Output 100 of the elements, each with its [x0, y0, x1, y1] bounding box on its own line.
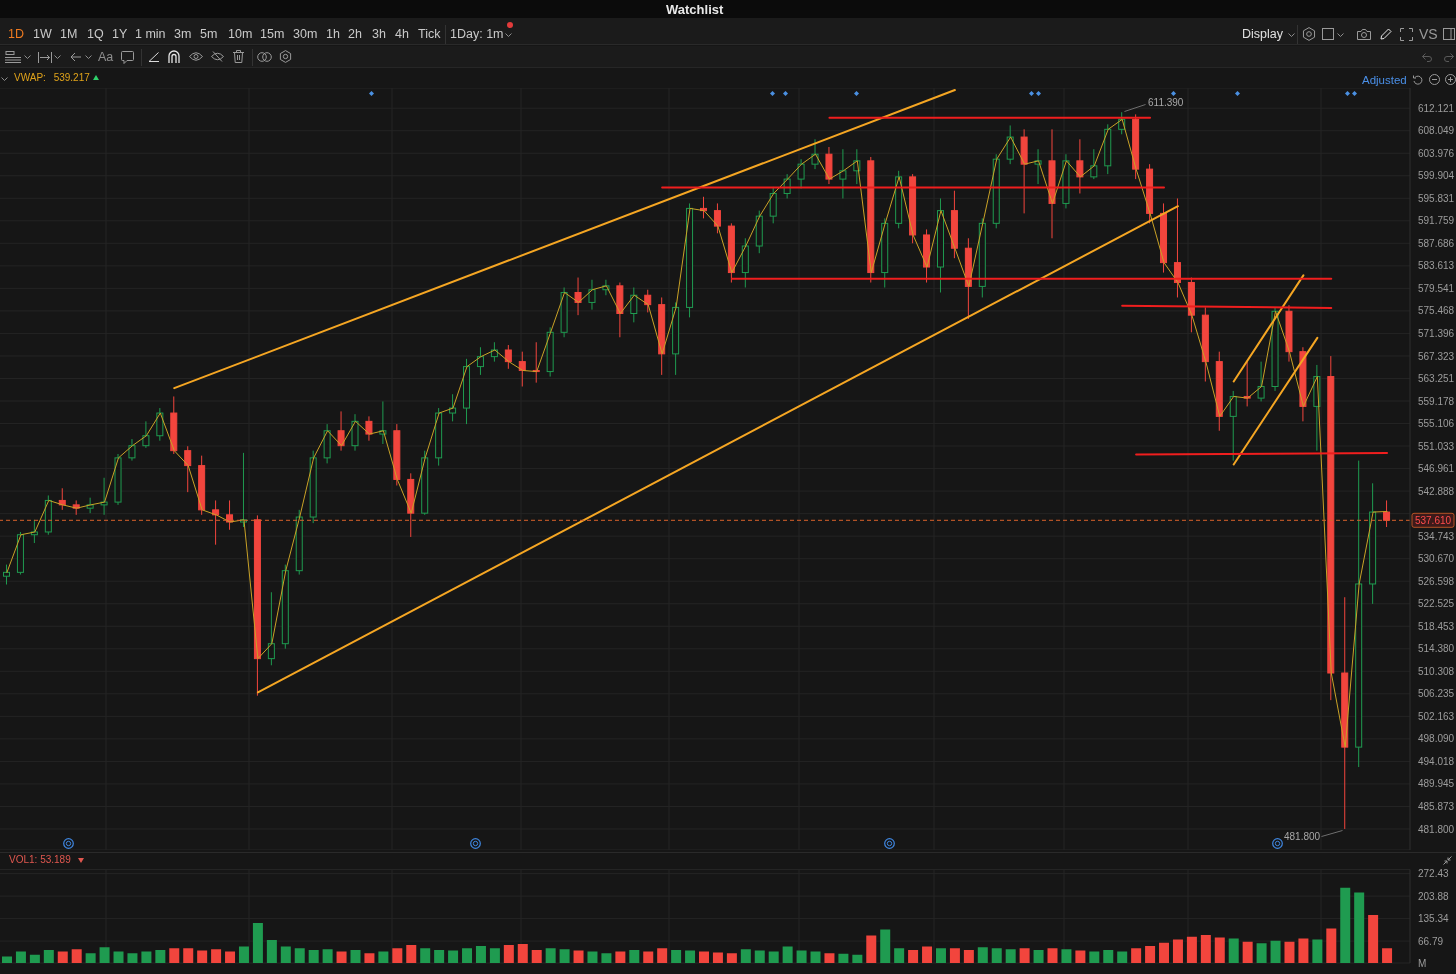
- bar: [824, 953, 835, 963]
- text: Tick: [418, 26, 441, 42]
- bar: [475, 945, 486, 963]
- candlestick: [769, 186, 777, 224]
- y-tick-label: 530.670: [1418, 553, 1455, 565]
- bar: [85, 953, 96, 963]
- y-tick-label: 203.88: [1418, 890, 1450, 902]
- bar: [2, 956, 12, 963]
- bar: [796, 950, 807, 963]
- bar: [225, 951, 236, 963]
- candlestick: [588, 279, 596, 311]
- text: 2h: [348, 26, 362, 42]
- y-tick-label: 603.976: [1418, 147, 1455, 159]
- bar: [908, 949, 919, 963]
- bar: [810, 951, 821, 963]
- bar: [71, 949, 82, 963]
- bar: [169, 948, 180, 963]
- bar: [434, 949, 445, 963]
- bar: [1382, 948, 1393, 963]
- bar: [782, 946, 793, 963]
- bar: [252, 922, 263, 963]
- bar: [378, 951, 389, 963]
- text: 1D: [8, 26, 24, 42]
- bar: [1061, 949, 1072, 963]
- bar: [1159, 942, 1170, 963]
- candlestick: [184, 445, 192, 493]
- bar: [1200, 935, 1211, 963]
- candlestick: [1006, 124, 1014, 165]
- candlestick: [518, 351, 526, 388]
- text: Aa: [98, 49, 114, 65]
- bar: [587, 951, 598, 963]
- bar: [545, 948, 556, 963]
- y-tick-label: 502.163: [1418, 710, 1455, 722]
- bar: [1368, 915, 1379, 963]
- bar: [1005, 949, 1016, 963]
- text: 1h: [326, 26, 340, 42]
- bar: [1033, 949, 1044, 963]
- bar: [559, 949, 570, 963]
- candlestick: [839, 148, 847, 199]
- candlestick: [1229, 390, 1237, 462]
- bar: [155, 949, 166, 963]
- bar: [294, 948, 305, 963]
- y-tick-label: 563.251: [1418, 373, 1455, 385]
- candlestick: [797, 158, 805, 189]
- y-tick-label: 272.43: [1418, 868, 1450, 880]
- bar: [922, 946, 933, 963]
- candlestick: [1257, 361, 1265, 402]
- y-tick-label: 506.235: [1418, 688, 1455, 700]
- y-tick-label: 599.904: [1418, 170, 1455, 182]
- candlestick: [713, 202, 721, 234]
- ref-line-label: 537.610: [1414, 514, 1452, 526]
- text: 15m: [260, 26, 285, 42]
- text: Adjusted: [1362, 73, 1407, 87]
- candlestick: [3, 564, 10, 586]
- bar: [838, 953, 849, 963]
- bar: [211, 949, 222, 963]
- candlestick: [1076, 138, 1084, 194]
- y-tick-label: 612.121: [1418, 102, 1455, 114]
- bar: [406, 944, 417, 963]
- bar: [1228, 938, 1239, 963]
- y-tick-label: 567.323: [1418, 350, 1455, 362]
- bar: [699, 951, 709, 963]
- y-tick-label: 579.541: [1418, 282, 1455, 294]
- bar: [448, 950, 459, 963]
- bar: [1131, 948, 1142, 963]
- text: 4h: [395, 26, 409, 42]
- bar: [1075, 950, 1086, 963]
- text: 30m: [293, 26, 318, 42]
- y-tick-label: 66.79: [1418, 935, 1444, 947]
- candlestick: [476, 346, 484, 376]
- bar: [489, 948, 500, 963]
- candlestick: [1090, 148, 1098, 180]
- bar: [685, 950, 696, 963]
- bar: [238, 946, 249, 963]
- bar: [127, 953, 138, 963]
- y-tick-label: 591.759: [1418, 215, 1455, 227]
- bar: [29, 954, 40, 963]
- y-tick-label: 555.106: [1418, 418, 1455, 430]
- bar: [712, 952, 723, 963]
- candlestick: [142, 420, 150, 449]
- bar: [141, 951, 152, 963]
- bar: [1047, 948, 1058, 963]
- bar: [894, 948, 905, 963]
- candlestick: [574, 277, 582, 316]
- y-tick-label: 135.34: [1418, 913, 1450, 925]
- bar: [280, 946, 291, 963]
- bar: [1326, 928, 1337, 963]
- text: 10m: [228, 26, 253, 42]
- bar: [754, 950, 765, 963]
- bar: [880, 929, 891, 963]
- bar: [113, 951, 124, 963]
- bar: [671, 949, 682, 963]
- text: 5m: [200, 26, 218, 42]
- y-tick-label: 489.945: [1418, 778, 1455, 790]
- bar: [991, 948, 1002, 963]
- bar: [517, 943, 528, 963]
- y-tick-label: 510.308: [1418, 665, 1455, 677]
- bar: [1298, 938, 1309, 963]
- bar: [852, 954, 863, 963]
- y-tick-label: 494.018: [1418, 755, 1455, 767]
